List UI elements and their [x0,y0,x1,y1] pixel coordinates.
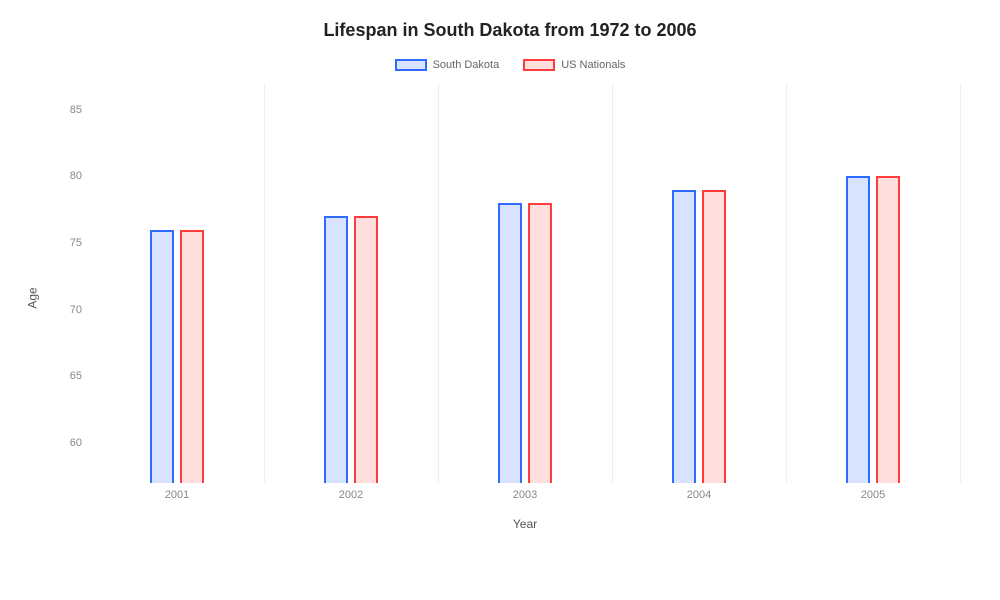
x-axis-label: Year [513,517,537,531]
bar [180,230,204,483]
y-tick: 60 [52,437,82,449]
legend: South Dakota US Nationals [60,59,960,71]
y-tick: 75 [52,237,82,249]
legend-item-south-dakota: South Dakota [395,59,500,71]
bars-layer [90,83,960,483]
bar [876,176,900,483]
y-axis: 60 65 70 75 80 85 [52,83,82,483]
y-tick: 65 [52,370,82,382]
bar [324,216,348,483]
bar [150,230,174,483]
x-axis: Year 20012002200320042005 [90,483,960,513]
bar-group [323,216,379,483]
x-tick: 2003 [513,489,537,501]
y-axis-label: Age [26,287,40,308]
gridline [960,83,961,483]
legend-label: South Dakota [433,59,500,71]
bar [354,216,378,483]
bar-group [497,203,553,483]
bar [528,203,552,483]
bar-group [149,230,205,483]
chart-title: Lifespan in South Dakota from 1972 to 20… [60,20,960,41]
chart-container: Lifespan in South Dakota from 1972 to 20… [0,0,1000,600]
bar [498,203,522,483]
bar [672,190,696,483]
x-tick: 2005 [861,489,885,501]
legend-item-us-nationals: US Nationals [523,59,625,71]
x-tick: 2001 [165,489,189,501]
x-tick: 2004 [687,489,711,501]
y-tick: 85 [52,104,82,116]
bar [846,176,870,483]
bar-group [845,176,901,483]
y-tick: 70 [52,304,82,316]
y-tick: 80 [52,170,82,182]
bar [702,190,726,483]
x-tick: 2002 [339,489,363,501]
legend-label: US Nationals [561,59,625,71]
plot-area: Age 606570758085 Year 200120022003200420… [60,83,960,513]
legend-swatch-icon [395,59,427,71]
bar-group [671,190,727,483]
legend-swatch-icon [523,59,555,71]
